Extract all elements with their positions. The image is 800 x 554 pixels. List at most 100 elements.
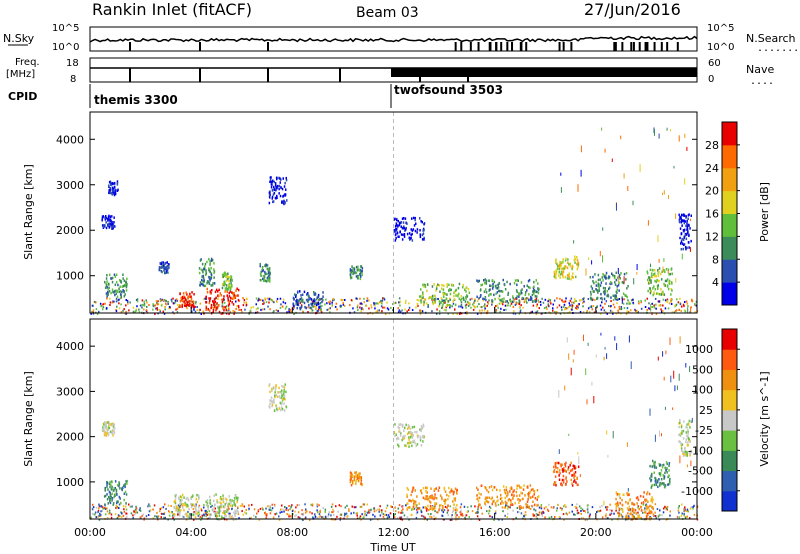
scatter-cell xyxy=(386,307,389,310)
scatter-cell xyxy=(339,518,341,521)
scatter-cell xyxy=(509,304,512,307)
echo-cell xyxy=(311,304,313,307)
echo-cell xyxy=(642,501,645,504)
scatter-cell xyxy=(167,504,170,507)
scatter-cell xyxy=(293,306,295,309)
echo-cell xyxy=(503,488,506,492)
scatter-cell xyxy=(646,297,648,300)
echo-cell xyxy=(446,283,448,286)
echo-cell xyxy=(218,518,221,521)
scatter-cell xyxy=(584,518,587,521)
echo-cell xyxy=(419,435,422,439)
echo-cell xyxy=(201,269,204,272)
scatter-cell xyxy=(162,299,164,302)
scatter-cell xyxy=(143,302,146,305)
echo-cell xyxy=(560,261,562,264)
scatter-cell xyxy=(101,303,104,306)
echo-cell xyxy=(431,508,434,512)
echo-cell xyxy=(224,503,226,506)
echo-cell xyxy=(209,297,212,300)
scatter-cell xyxy=(194,310,197,313)
scatter-cell xyxy=(125,508,128,511)
echo-cell xyxy=(435,502,438,505)
echo-cell xyxy=(109,222,111,226)
echo-cell xyxy=(534,295,537,298)
scatter-cell xyxy=(291,504,293,507)
echo-cell xyxy=(404,217,407,220)
scatter-cell xyxy=(124,312,127,315)
scatter-cell xyxy=(115,504,117,507)
echo-cell xyxy=(113,185,116,189)
echo-cell xyxy=(533,289,535,293)
scatter-cell xyxy=(145,309,148,312)
echo-cell xyxy=(458,282,461,286)
echo-cell xyxy=(395,222,398,225)
scatter-cell xyxy=(110,516,113,519)
echo-cell xyxy=(216,499,218,502)
scatter-cell xyxy=(479,306,482,309)
scatter-cell xyxy=(116,305,118,308)
scatter-cell xyxy=(637,311,639,314)
scatter-cell xyxy=(694,311,696,314)
scatter-cell xyxy=(467,304,470,307)
echo-cell xyxy=(589,276,592,279)
scatter-cell xyxy=(203,513,205,516)
scatter-cell xyxy=(120,516,123,519)
scatter-cell xyxy=(176,303,179,306)
scatter-cell xyxy=(658,304,660,307)
echo-cell xyxy=(518,497,520,501)
echo-cell xyxy=(105,422,107,426)
scatter-cell xyxy=(580,516,583,519)
echo-cell xyxy=(275,188,277,191)
echo-cell xyxy=(203,284,205,288)
echo-cell xyxy=(210,266,212,270)
scatter-cell xyxy=(125,310,127,313)
echo-cell xyxy=(266,277,269,280)
echo-cell xyxy=(178,514,181,517)
echo-cell xyxy=(222,505,225,508)
echo-cell xyxy=(633,511,635,514)
echo-cell xyxy=(108,495,110,499)
echo-cell xyxy=(529,496,532,499)
echo-cell xyxy=(636,502,638,505)
echo-cell xyxy=(118,484,120,488)
echo-cell xyxy=(209,502,212,505)
scatter-cell xyxy=(389,512,392,515)
echo-cell xyxy=(558,271,560,274)
echo-cell xyxy=(211,284,214,287)
scatter-cell xyxy=(210,505,212,508)
echo-cell xyxy=(658,267,661,270)
scatter-cell xyxy=(476,305,479,308)
echo-cell xyxy=(615,491,618,494)
echo-cell xyxy=(108,426,111,430)
echo-cell xyxy=(115,490,118,493)
echo-cell xyxy=(411,436,414,439)
echo-cell xyxy=(408,425,411,428)
scatter-cell xyxy=(613,306,616,309)
scatter-cell xyxy=(372,513,374,516)
echo-cell xyxy=(679,227,682,230)
echo-cell xyxy=(659,481,661,485)
beam-label: Beam 03 xyxy=(356,5,419,21)
echo-cell xyxy=(261,267,264,270)
echo-cell xyxy=(553,273,556,276)
scatter-cell xyxy=(677,506,680,509)
echo-cell xyxy=(106,485,108,489)
echo-cell xyxy=(523,285,525,288)
scatter-cell xyxy=(498,518,500,521)
scatter-cell xyxy=(459,511,461,514)
echo-cell xyxy=(349,275,352,278)
echo-cell xyxy=(179,495,182,498)
echo-cell xyxy=(631,509,634,513)
echo-cell xyxy=(113,193,116,197)
scatter-cell xyxy=(674,304,676,307)
scatter-cell xyxy=(145,515,148,518)
echo-cell xyxy=(207,308,209,311)
scatter-cell xyxy=(106,297,108,300)
scatter-cell xyxy=(336,515,338,518)
streak-cell xyxy=(580,145,582,153)
scatter-cell xyxy=(418,299,420,302)
echo-cell xyxy=(283,386,286,389)
echo-cell xyxy=(114,192,117,196)
scatter-cell xyxy=(104,302,106,305)
